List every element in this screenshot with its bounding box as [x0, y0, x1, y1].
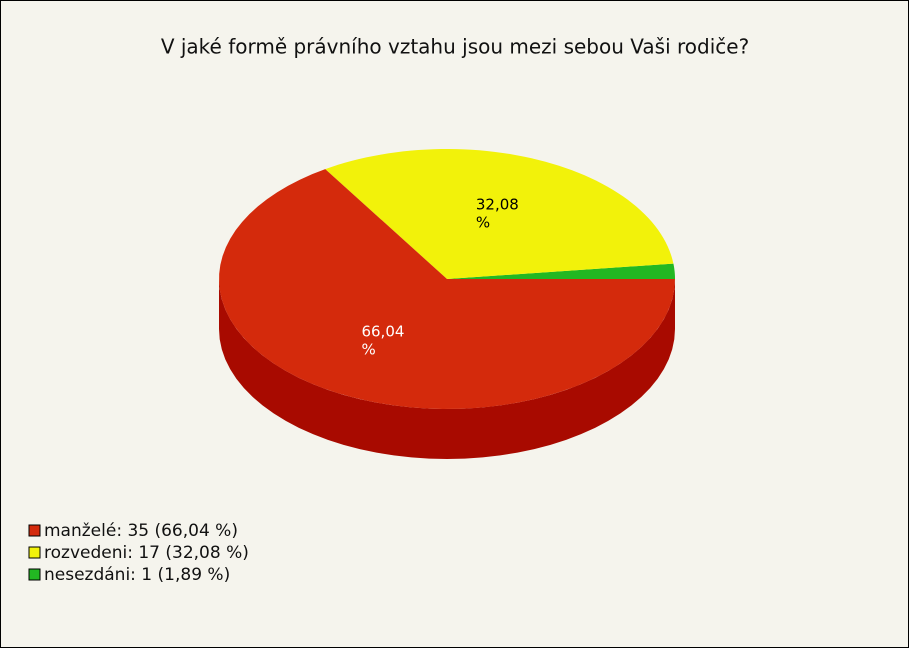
legend-label: rozvedeni: 17 (32,08 %): [44, 543, 249, 563]
legend-label: nesezdáni: 1 (1,89 %): [44, 565, 230, 585]
data-label: 32,08%: [476, 195, 519, 231]
pie-slice: [219, 169, 676, 409]
legend-swatch: [28, 568, 41, 581]
legend-label: manželé: 35 (66,04 %): [44, 521, 238, 541]
pie-slice: [325, 149, 674, 279]
data-label: 66,04%: [361, 322, 404, 358]
legend-swatch: [28, 546, 41, 559]
legend-swatch: [28, 524, 41, 537]
pie-slice-side: [219, 279, 675, 459]
chart-title: V jaké formě právního vztahu jsou mezi s…: [161, 35, 749, 59]
pie-slice: [447, 263, 675, 279]
